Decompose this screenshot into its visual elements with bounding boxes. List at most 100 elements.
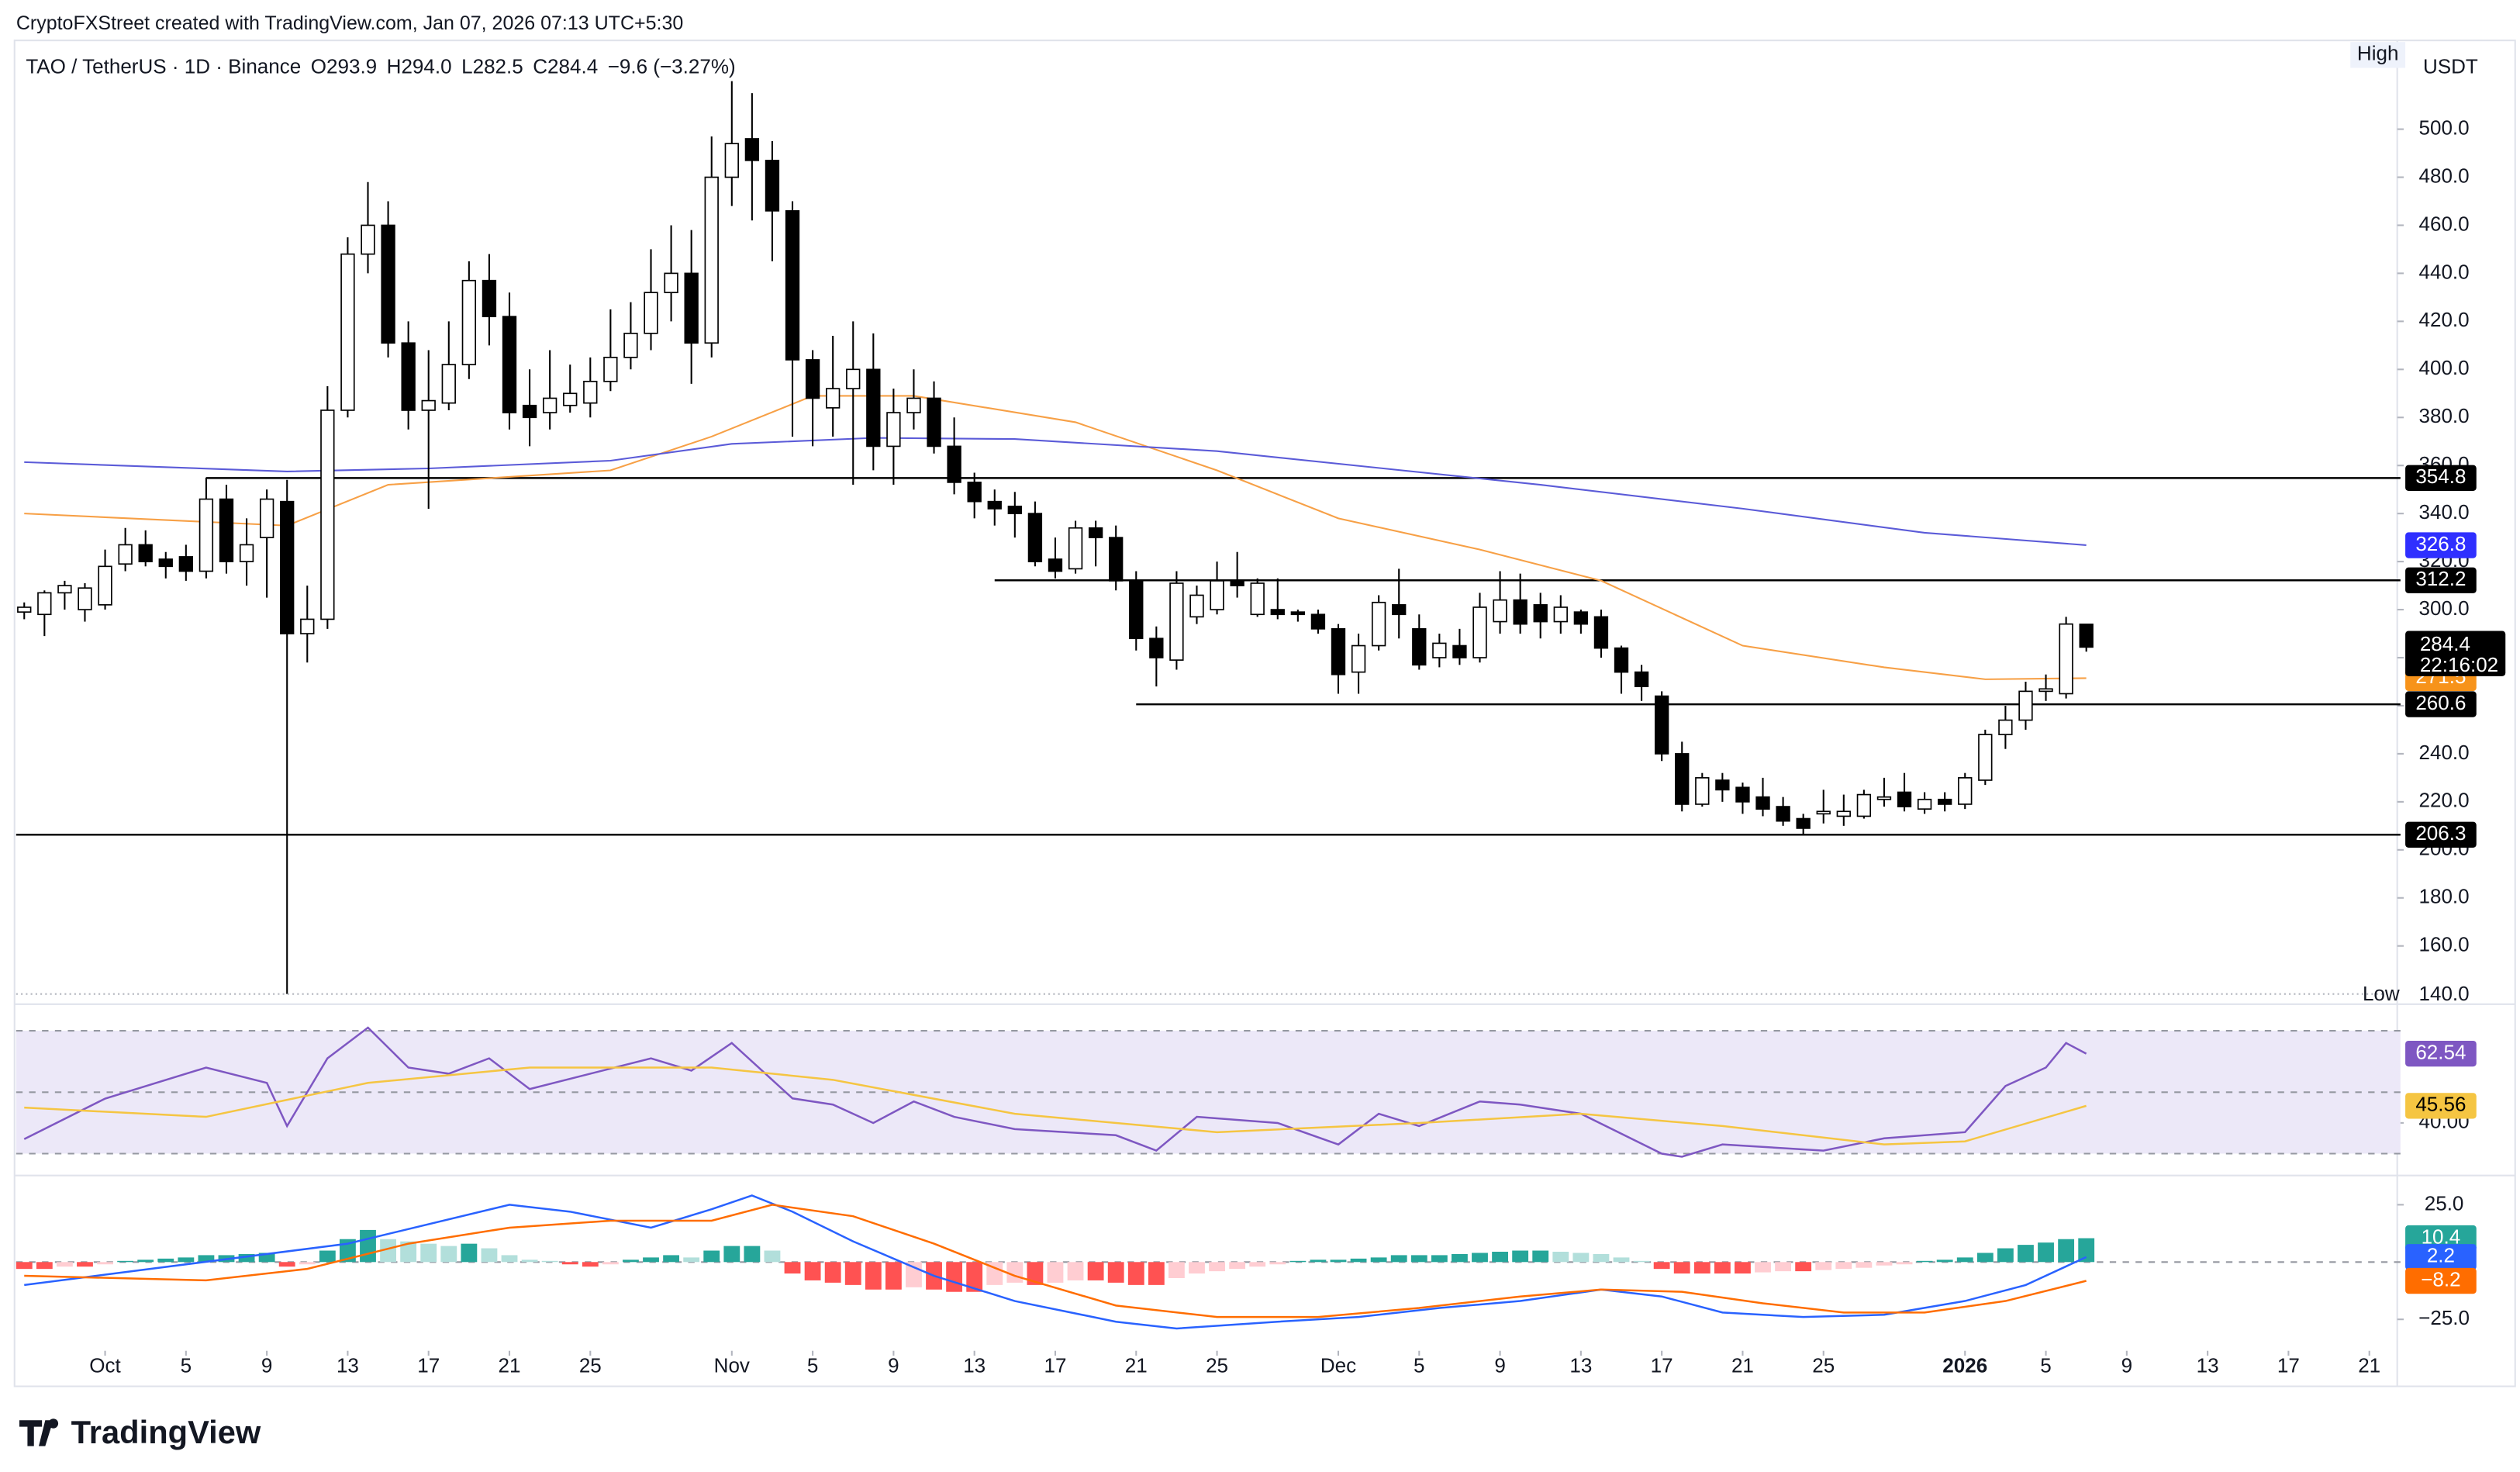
indicator-line bbox=[24, 1066, 2087, 1145]
candle-body bbox=[1007, 506, 1022, 514]
candle-body bbox=[866, 368, 881, 447]
candle-body bbox=[2079, 624, 2094, 648]
macd-histogram-bar bbox=[2078, 1238, 2095, 1263]
x-tick-label: 9 bbox=[261, 1353, 272, 1377]
macd-histogram-bar bbox=[1512, 1250, 1529, 1263]
x-tick-label: 5 bbox=[2040, 1353, 2051, 1377]
y-tick-label: 300.0 bbox=[2419, 596, 2470, 620]
macd-histogram-bar bbox=[683, 1257, 700, 1263]
macd-histogram-bar bbox=[1289, 1260, 1307, 1263]
candle-body bbox=[1250, 582, 1265, 616]
y-tick-label: 440.0 bbox=[2419, 260, 2470, 283]
macd-histogram-bar bbox=[946, 1262, 963, 1292]
candle-body bbox=[1796, 817, 1811, 829]
macd-histogram-bar bbox=[16, 1262, 33, 1270]
candle-body bbox=[502, 316, 517, 413]
candle-body bbox=[1978, 734, 1993, 781]
macd-histogram-bar bbox=[824, 1262, 841, 1283]
macd-histogram-bar bbox=[278, 1262, 295, 1267]
candle-body bbox=[664, 272, 678, 294]
x-tick-label: 25 bbox=[1812, 1353, 1835, 1377]
macd-histogram-bar bbox=[1956, 1257, 1973, 1263]
footer-brand: TradingView bbox=[71, 1414, 261, 1450]
macd-histogram-bar bbox=[1896, 1262, 1913, 1265]
candle-body bbox=[138, 544, 153, 562]
macd-histogram-bar bbox=[1653, 1262, 1670, 1270]
candle-body bbox=[1331, 628, 1346, 676]
macd-histogram-bar bbox=[1350, 1258, 1367, 1263]
candle-body bbox=[644, 292, 658, 334]
macd-histogram-bar bbox=[561, 1262, 578, 1265]
macd-histogram-bar bbox=[663, 1255, 680, 1263]
macd-histogram-bar bbox=[380, 1239, 396, 1263]
y-tick-label: 420.0 bbox=[2419, 308, 2470, 331]
y-tick-label: 380.0 bbox=[2419, 404, 2470, 427]
candle-body bbox=[1412, 628, 1427, 666]
macd-histogram-bar bbox=[1209, 1262, 1225, 1272]
macd-histogram-bar bbox=[885, 1262, 902, 1290]
x-tick-label: 17 bbox=[1044, 1353, 1066, 1377]
candle-body bbox=[967, 482, 982, 503]
candle-body bbox=[118, 544, 133, 565]
macd-histogram-bar bbox=[764, 1250, 781, 1263]
y-tick-label: 500.0 bbox=[2419, 116, 2470, 139]
macd-histogram-bar bbox=[77, 1262, 93, 1267]
x-tick-label: 13 bbox=[1569, 1353, 1592, 1377]
macd-histogram-bar bbox=[461, 1243, 478, 1263]
macd-histogram-bar bbox=[238, 1253, 255, 1263]
candle-body bbox=[1533, 604, 1548, 623]
y-tick-label: 340.0 bbox=[2419, 500, 2470, 523]
candle-body bbox=[1290, 611, 1306, 616]
x-tick-label: 9 bbox=[888, 1353, 899, 1377]
candle-body bbox=[1654, 695, 1669, 755]
candle-body bbox=[1513, 599, 1528, 625]
candle-body bbox=[259, 498, 274, 538]
macd-histogram-bar bbox=[2038, 1242, 2054, 1263]
candle-body bbox=[542, 397, 558, 413]
macd-histogram-bar bbox=[1269, 1262, 1286, 1265]
macd-histogram-bar bbox=[198, 1255, 215, 1263]
macd-histogram-bar bbox=[440, 1246, 457, 1263]
macd-histogram-bar bbox=[1552, 1251, 1569, 1263]
ohlc-value: L282.5 bbox=[461, 54, 523, 78]
candle-body bbox=[198, 498, 214, 572]
candle-body bbox=[1452, 644, 1467, 658]
x-tick-label: 13 bbox=[337, 1353, 359, 1377]
macd-histogram-bar bbox=[643, 1257, 659, 1263]
candle-body bbox=[461, 279, 477, 365]
candle-body bbox=[563, 392, 578, 406]
candle-body bbox=[1938, 798, 1952, 805]
macd-histogram-bar bbox=[1997, 1248, 2014, 1263]
y-tick-label: 400.0 bbox=[2419, 356, 2470, 379]
macd-tag: −8.2 bbox=[2421, 1267, 2460, 1291]
macd-histogram-bar bbox=[1795, 1262, 1812, 1272]
macd-histogram-bar bbox=[1916, 1260, 1933, 1263]
macd-histogram-bar bbox=[1835, 1262, 1852, 1270]
candle-body bbox=[1027, 513, 1043, 562]
macd-histogram-bar bbox=[1249, 1262, 1266, 1267]
candle-body bbox=[704, 176, 719, 344]
x-tick-label: Nov bbox=[714, 1353, 750, 1377]
macd-histogram-bar bbox=[319, 1250, 336, 1263]
candle-body bbox=[947, 445, 961, 483]
candle-body bbox=[1735, 786, 1750, 803]
macd-histogram-bar bbox=[1229, 1262, 1246, 1270]
candle-body bbox=[1210, 580, 1224, 610]
macd-histogram-bar bbox=[36, 1262, 53, 1270]
level-tag-box bbox=[2405, 691, 2477, 717]
macd-histogram-bar bbox=[178, 1257, 195, 1263]
candle-body bbox=[1432, 642, 1447, 658]
macd-histogram-bar bbox=[1452, 1253, 1468, 1263]
macd-histogram-bar bbox=[1693, 1262, 1710, 1274]
candle-body bbox=[57, 585, 72, 594]
candle-body bbox=[1573, 611, 1589, 625]
candle-body bbox=[1695, 777, 1710, 805]
macd-histogram-bar bbox=[521, 1259, 538, 1263]
macd-histogram-bar bbox=[1390, 1255, 1407, 1263]
rsi-tag-box bbox=[2405, 1040, 2477, 1067]
y-tick-label: 180.0 bbox=[2419, 885, 2470, 908]
candle-body bbox=[1593, 616, 1609, 649]
low-label: Low bbox=[2363, 982, 2400, 1005]
candle-body bbox=[482, 279, 497, 317]
